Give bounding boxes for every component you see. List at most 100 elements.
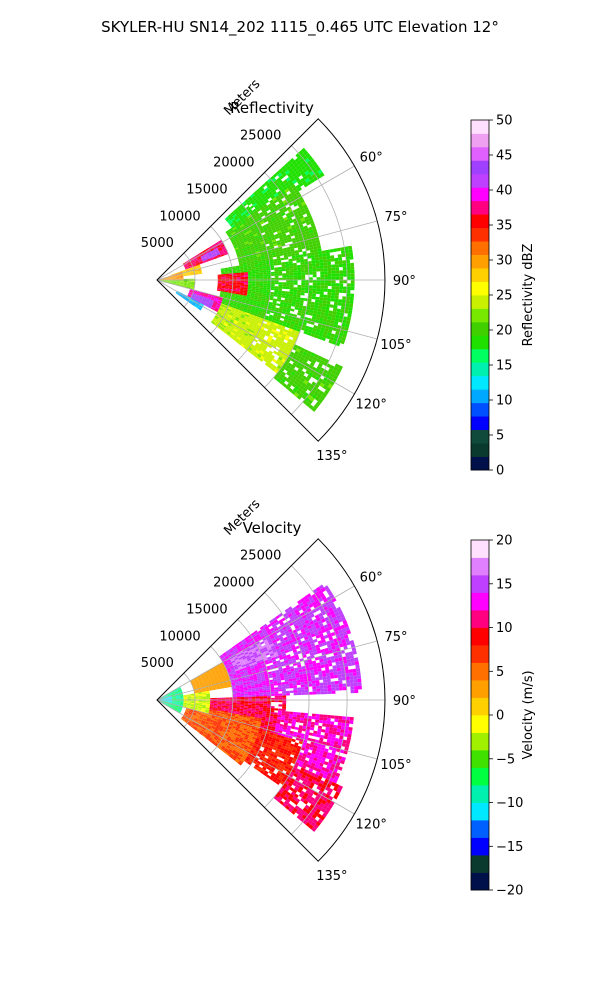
data-cell: [244, 282, 248, 284]
data-cell: [333, 305, 337, 309]
data-cell: [350, 683, 354, 687]
data-cell: [252, 707, 256, 709]
data-cell: [357, 679, 361, 683]
data-cell: [244, 703, 248, 705]
data-cell: [343, 270, 347, 273]
data-cell: [354, 682, 358, 686]
data-cell: [320, 271, 324, 274]
data-cell: [293, 685, 297, 688]
data-cell: [259, 705, 263, 707]
data-cell: [290, 285, 294, 288]
data-cell: [241, 277, 245, 279]
data-cell: [276, 303, 280, 306]
data-cell: [301, 290, 305, 293]
colorbar-swatch: [471, 403, 489, 417]
data-cell: [309, 692, 313, 695]
data-cell: [263, 702, 267, 704]
range-tick-label: 25000: [240, 129, 281, 144]
data-cell: [214, 701, 218, 702]
data-cell: [260, 704, 264, 706]
data-cell: [309, 272, 313, 275]
data-cell: [318, 251, 322, 254]
data-cell: [290, 289, 294, 292]
data-cell: [267, 702, 271, 704]
data-cell: [229, 281, 233, 282]
data-cell: [347, 734, 351, 738]
data-cell: [323, 259, 327, 262]
data-cell: [327, 295, 331, 298]
data-cell: [322, 250, 326, 254]
data-cell: [187, 699, 191, 700]
data-cell: [290, 273, 294, 276]
data-cell: [271, 708, 275, 710]
data-cell: [289, 712, 293, 715]
data-cell: [329, 727, 333, 731]
data-cell: [255, 287, 259, 289]
data-cell: [244, 702, 248, 704]
data-cell: [260, 696, 264, 698]
data-cell: [275, 694, 279, 696]
data-cell: [324, 688, 328, 691]
data-cell: [351, 662, 355, 666]
data-cell: [324, 277, 328, 280]
data-cell: [320, 714, 324, 717]
data-cell: [335, 261, 339, 265]
data-cell: [263, 270, 267, 272]
colorbar-swatch: [471, 308, 489, 322]
data-cell: [210, 701, 214, 702]
data-cell: [313, 274, 317, 277]
data-cell: [237, 283, 241, 285]
data-cell: [337, 725, 341, 729]
data-cell: [237, 286, 241, 288]
data-cell: [328, 268, 332, 271]
data-cell: [351, 690, 355, 694]
data-cell: [233, 276, 237, 278]
data-cell: [348, 669, 352, 673]
data-cell: [214, 698, 218, 699]
data-cell: [289, 683, 293, 686]
data-cell: [317, 280, 321, 283]
data-cell: [267, 270, 271, 272]
colorbar-swatch: [471, 241, 489, 255]
data-cell: [300, 679, 304, 682]
data-cell: [263, 276, 267, 278]
data-cell: [320, 683, 324, 686]
data-cell: [218, 281, 222, 282]
data-cell: [323, 679, 327, 682]
data-cell: [331, 688, 335, 691]
data-cell: [338, 677, 342, 681]
data-cell: [301, 267, 305, 270]
data-cell: [282, 702, 286, 704]
data-cell: [260, 694, 264, 696]
data-cell: [334, 302, 338, 306]
data-cell: [282, 709, 286, 712]
data-cell: [322, 723, 326, 727]
colorbar-tick-label: 50: [496, 114, 513, 129]
colorbar-tick-label: 30: [496, 254, 513, 269]
data-cell: [335, 267, 339, 270]
data-cell: [297, 682, 301, 685]
data-cell: [316, 286, 320, 289]
data-cell: [293, 714, 297, 717]
data-cell: [244, 285, 248, 287]
data-cell: [313, 280, 317, 283]
data-cell: [343, 267, 347, 271]
data-cell: [282, 267, 286, 270]
colorbar-tick-label: 45: [496, 149, 513, 164]
data-cell: [327, 685, 331, 688]
data-cell: [333, 672, 337, 676]
data-cell: [267, 284, 271, 286]
data-cell: [274, 267, 278, 269]
data-cell: [187, 279, 191, 280]
data-cell: [298, 275, 302, 278]
data-cell: [267, 708, 271, 710]
data-cell: [312, 291, 316, 294]
data-cell: [191, 281, 195, 282]
data-cell: [311, 258, 315, 261]
colorbar-swatch: [471, 349, 489, 363]
colorbar-swatch: [471, 255, 489, 269]
data-cell: [320, 280, 324, 283]
data-cell: [337, 668, 341, 672]
data-cell: [248, 282, 252, 284]
data-cell: [297, 267, 301, 270]
